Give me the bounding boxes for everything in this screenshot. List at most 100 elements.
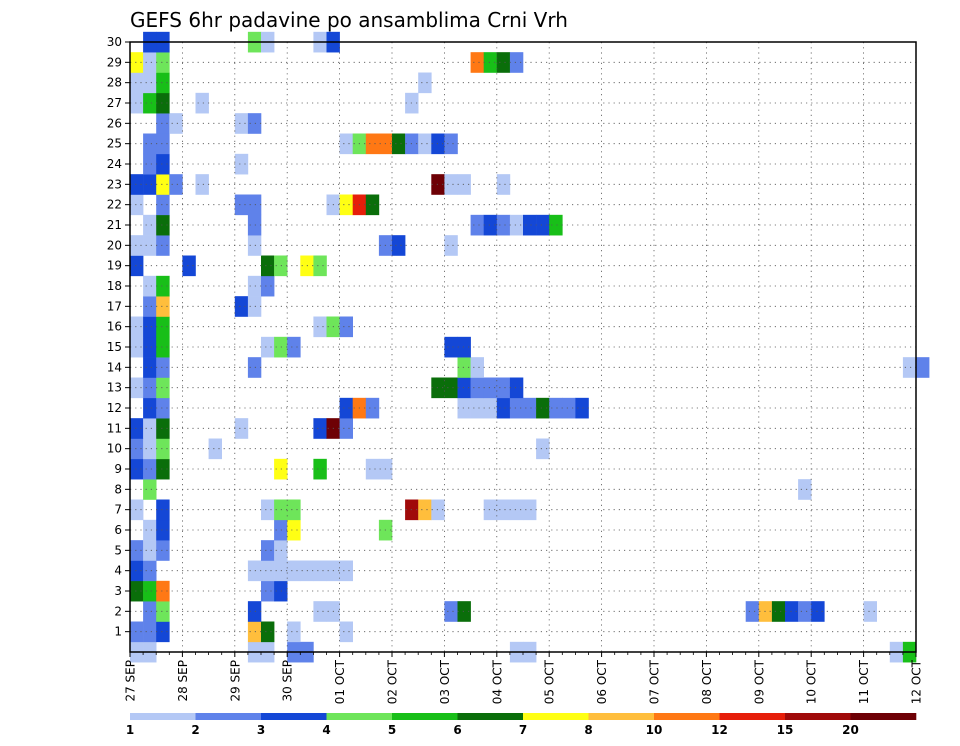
precip-cell xyxy=(143,235,157,256)
y-tick-label: 12 xyxy=(107,401,122,415)
colorbar-label: 5 xyxy=(388,723,396,737)
colorbar-label: 7 xyxy=(519,723,527,737)
precip-cell xyxy=(261,275,275,297)
precip-cell xyxy=(143,214,157,236)
precip-cell xyxy=(156,580,170,602)
y-tick-label: 22 xyxy=(107,198,122,212)
precip-cell xyxy=(509,214,524,236)
precip-cell xyxy=(483,377,498,399)
precip-cell xyxy=(444,133,458,155)
colorbar-label: 4 xyxy=(322,723,330,737)
precip-cell xyxy=(339,560,353,582)
precip-cell xyxy=(496,214,511,236)
precip-cell xyxy=(143,357,157,378)
precip-cell xyxy=(365,194,380,216)
y-tick-label: 14 xyxy=(107,360,122,374)
precip-cell xyxy=(234,194,249,216)
x-tick-label: 09 OCT xyxy=(752,659,766,704)
precip-cell xyxy=(156,113,170,134)
y-tick-label: 17 xyxy=(107,299,122,313)
precip-cell xyxy=(496,499,511,521)
precip-cell xyxy=(247,214,262,236)
precip-cell xyxy=(313,601,327,622)
precip-cell xyxy=(143,479,157,500)
precip-cell xyxy=(247,113,262,134)
precip-cell xyxy=(483,52,498,73)
colorbar-swatch xyxy=(261,713,327,720)
precip-cell xyxy=(143,458,157,480)
precip-cell xyxy=(339,316,353,338)
precip-cell xyxy=(130,438,144,460)
colorbar-label: 2 xyxy=(191,723,199,737)
y-tick-label: 18 xyxy=(107,279,122,293)
precip-cell xyxy=(143,519,157,541)
y-tick-label: 1 xyxy=(114,625,122,639)
precip-cell xyxy=(156,214,170,236)
precip-cell xyxy=(261,621,275,643)
precip-cell xyxy=(169,174,183,195)
precip-cell xyxy=(523,499,537,521)
precip-cell xyxy=(457,357,471,378)
precip-cell xyxy=(313,418,327,439)
precip-cell xyxy=(536,438,550,460)
precip-cell xyxy=(745,601,760,622)
colorbar-swatch xyxy=(326,713,393,720)
precip-cell xyxy=(156,499,170,521)
precip-cell xyxy=(457,601,471,622)
precip-cell xyxy=(156,316,170,338)
precip-cell xyxy=(143,72,157,94)
precip-cell xyxy=(470,357,484,378)
precip-cell xyxy=(156,174,170,195)
colorbar-label: 1 xyxy=(126,723,134,737)
x-tick-label: 04 OCT xyxy=(490,659,504,704)
precip-cell xyxy=(575,397,589,419)
precip-cell xyxy=(496,52,511,73)
precip-cell xyxy=(130,174,144,195)
precip-cell xyxy=(143,377,157,399)
precip-cell xyxy=(562,397,576,419)
colorbar-swatch xyxy=(719,713,786,720)
precip-cell xyxy=(313,458,327,480)
precip-cell xyxy=(156,458,170,480)
precip-cell xyxy=(156,336,170,358)
precip-cell xyxy=(392,235,406,256)
y-tick-label: 21 xyxy=(107,218,122,232)
precip-cell xyxy=(339,418,353,439)
y-tick-label: 29 xyxy=(107,55,122,69)
precip-cell xyxy=(509,377,524,399)
precip-cell xyxy=(496,174,511,195)
precip-cell xyxy=(143,174,157,195)
precip-cell xyxy=(130,316,144,338)
precip-cell xyxy=(418,133,432,155)
precip-cell xyxy=(536,214,550,236)
precip-cell xyxy=(169,113,183,134)
precip-cell xyxy=(470,397,484,419)
precip-cell xyxy=(156,275,170,297)
precip-cell xyxy=(261,336,275,358)
colorbar-legend: 1 2 3 4 5 6 7 8 10 12 15 20 xyxy=(126,713,917,737)
precip-cell xyxy=(798,601,812,622)
colorbar-label: 15 xyxy=(777,723,794,737)
precip-cell xyxy=(863,601,877,622)
precip-cell xyxy=(156,540,170,561)
precip-cell xyxy=(143,275,157,297)
y-tick-label: 20 xyxy=(107,238,122,252)
precip-cell xyxy=(457,377,471,399)
precip-cell xyxy=(234,113,249,134)
precip-cell xyxy=(156,194,170,216)
precip-cell xyxy=(130,377,144,399)
colorbar-swatch xyxy=(523,713,589,720)
y-tick-label: 26 xyxy=(107,116,122,130)
dotted-grid xyxy=(130,42,916,652)
y-tick-label: 11 xyxy=(107,421,122,435)
precip-cell xyxy=(130,194,144,216)
precip-cell xyxy=(365,397,380,419)
colorbar-label: 20 xyxy=(842,723,859,737)
colorbar-label: 8 xyxy=(584,723,592,737)
precip-cell xyxy=(247,357,262,378)
precip-cell xyxy=(247,560,262,582)
x-tick-label: 10 OCT xyxy=(805,659,819,704)
precip-cell xyxy=(261,540,275,561)
precip-cell xyxy=(143,296,157,317)
